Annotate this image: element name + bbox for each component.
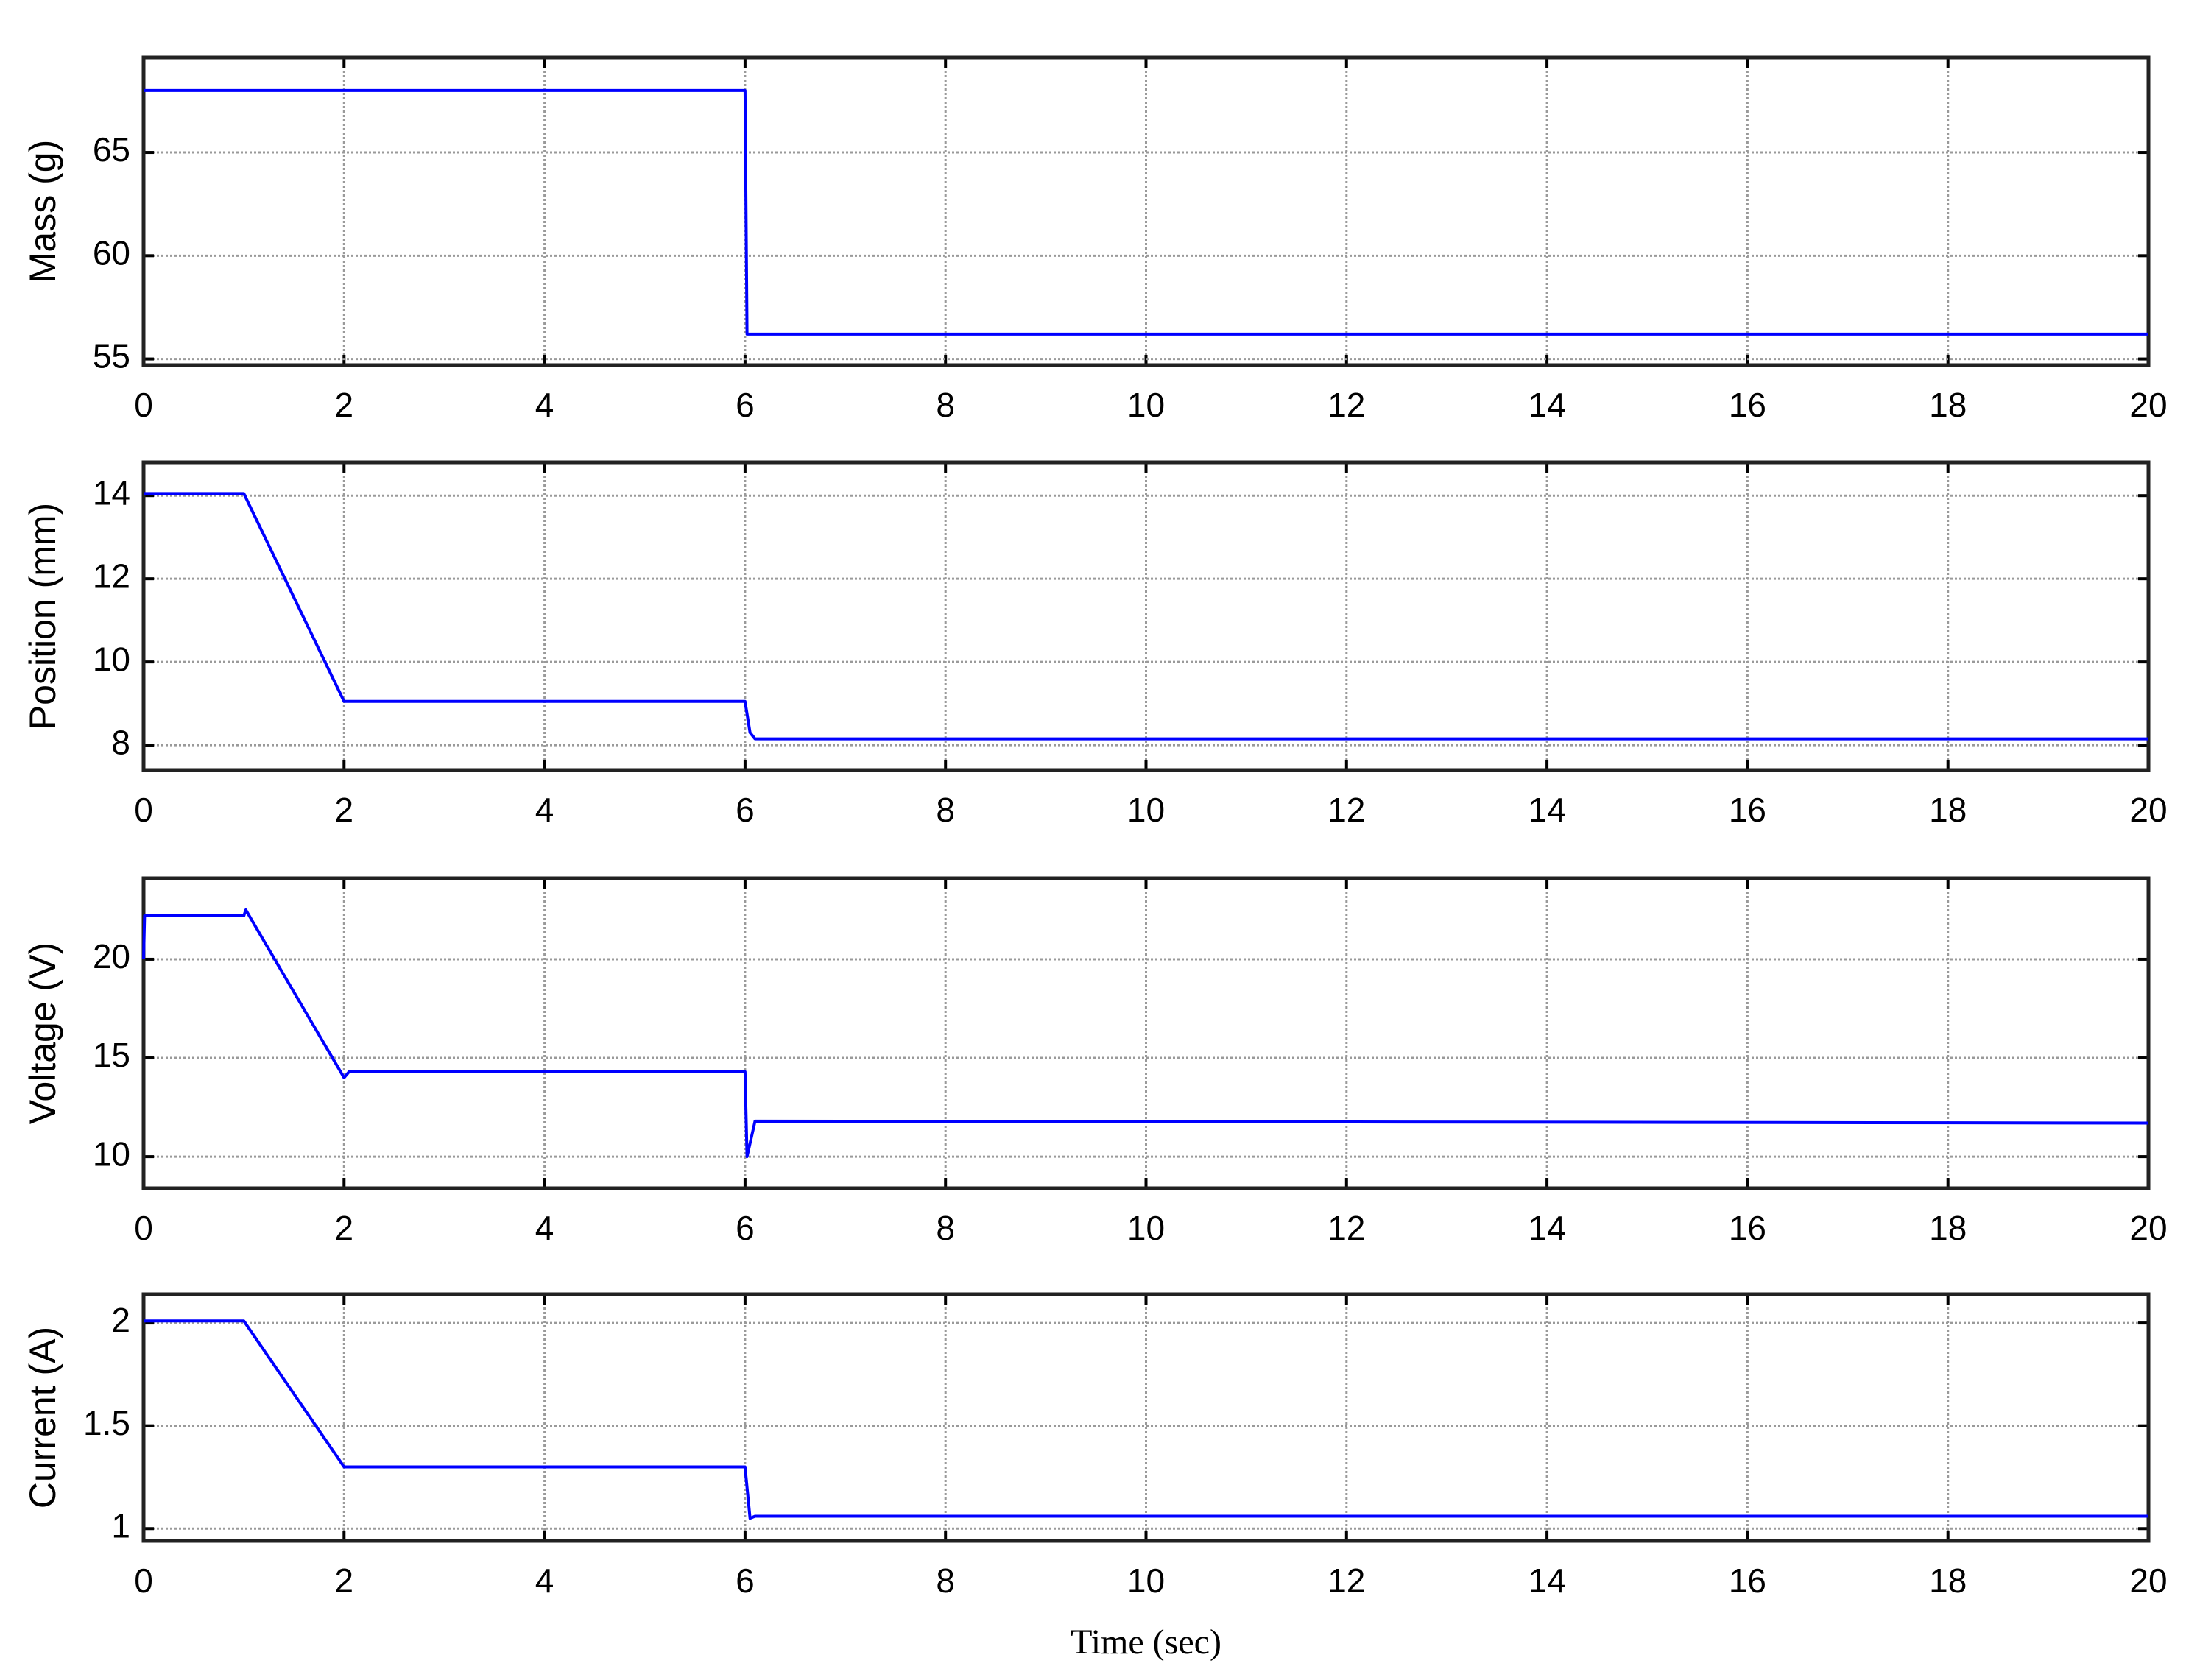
y-tick-label: 60 (93, 233, 130, 272)
x-tick-label: 4 (535, 1561, 554, 1600)
x-tick-label: 16 (1729, 791, 1766, 829)
y-tick-label: 14 (93, 473, 130, 512)
y-axis-label: Mass (g) (22, 140, 63, 283)
x-tick-label: 2 (335, 1209, 354, 1247)
y-tick-label: 65 (93, 130, 130, 169)
x-tick-label: 12 (1328, 791, 1365, 829)
x-tick-label: 6 (736, 386, 755, 424)
x-tick-label: 16 (1729, 1209, 1766, 1247)
x-tick-label: 12 (1328, 386, 1365, 424)
x-tick-label: 20 (2129, 1209, 2167, 1247)
y-tick-label: 12 (93, 557, 130, 595)
x-tick-label: 2 (335, 386, 354, 424)
subplot: 0 2 4 6 8 10 12 14 16 18 20 1 1.5 2 Current (A) Time (s… (22, 1292, 2168, 1662)
subplot: 0 2 4 6 8 10 12 14 16 18 20 55 60 65 Mass (g) (22, 55, 2168, 424)
y-tick-label: 8 (111, 723, 130, 761)
x-tick-label: 4 (535, 386, 554, 424)
x-tick-label: 14 (1529, 1209, 1566, 1247)
x-tick-label: 20 (2129, 791, 2167, 829)
x-tick-label: 8 (936, 791, 955, 829)
x-tick-label: 2 (335, 1561, 354, 1600)
x-tick-label: 16 (1729, 386, 1766, 424)
x-tick-label: 0 (134, 791, 153, 829)
x-tick-label: 0 (134, 1209, 153, 1247)
x-tick-label: 14 (1529, 791, 1566, 829)
data-line (144, 492, 2148, 741)
x-tick-label: 18 (1929, 1561, 1967, 1600)
y-tick-label: 1 (111, 1506, 130, 1545)
y-tick-label: 10 (93, 1134, 130, 1173)
x-tick-label: 6 (736, 1209, 755, 1247)
data-line (144, 1319, 2148, 1520)
x-tick-label: 6 (736, 1561, 755, 1600)
x-tick-label: 10 (1127, 791, 1165, 829)
plot-frame (141, 876, 2151, 1190)
x-tick-label: 14 (1529, 1561, 1566, 1600)
x-tick-label: 8 (936, 1561, 955, 1600)
x-tick-label: 4 (535, 1209, 554, 1247)
x-tick-label: 14 (1529, 386, 1566, 424)
y-tick-label: 2 (111, 1301, 130, 1339)
x-tick-label: 18 (1929, 386, 1967, 424)
subplot: 0 2 4 6 8 10 12 14 16 18 20 10 15 20 Voltage (V) (22, 876, 2168, 1247)
y-axis-label: Position (mm) (22, 503, 63, 730)
y-tick-label: 10 (93, 640, 130, 678)
x-tick-label: 2 (335, 791, 354, 829)
subplot: 0 2 4 6 8 10 12 14 16 18 20 8 10 12 14 Position (mm) (22, 460, 2168, 829)
y-axis-label: Voltage (V) (22, 942, 63, 1124)
y-axis-label: Current (A) (22, 1327, 63, 1508)
x-tick-label: 0 (134, 386, 153, 424)
plot-frame (141, 1292, 2151, 1543)
data-line (144, 88, 2148, 336)
y-tick-label: 55 (93, 337, 130, 375)
x-axis-label: Time (sec) (1071, 1623, 1221, 1662)
x-tick-label: 12 (1328, 1209, 1365, 1247)
data-line (142, 908, 2149, 1159)
x-tick-label: 20 (2129, 1561, 2167, 1600)
plot-frame (141, 55, 2151, 367)
x-tick-label: 8 (936, 1209, 955, 1247)
y-tick-label: 1.5 (83, 1404, 130, 1442)
x-tick-label: 10 (1127, 1561, 1165, 1600)
x-tick-label: 4 (535, 791, 554, 829)
plot-frame (141, 460, 2151, 772)
x-tick-label: 10 (1127, 1209, 1165, 1247)
x-tick-label: 12 (1328, 1561, 1365, 1600)
x-tick-label: 18 (1929, 1209, 1967, 1247)
x-tick-label: 16 (1729, 1561, 1766, 1600)
x-tick-label: 18 (1929, 791, 1967, 829)
x-tick-label: 20 (2129, 386, 2167, 424)
y-tick-label: 15 (93, 1036, 130, 1074)
y-tick-label: 20 (93, 937, 130, 975)
x-tick-label: 10 (1127, 386, 1165, 424)
x-tick-label: 8 (936, 386, 955, 424)
x-tick-label: 0 (134, 1561, 153, 1600)
x-tick-label: 6 (736, 791, 755, 829)
